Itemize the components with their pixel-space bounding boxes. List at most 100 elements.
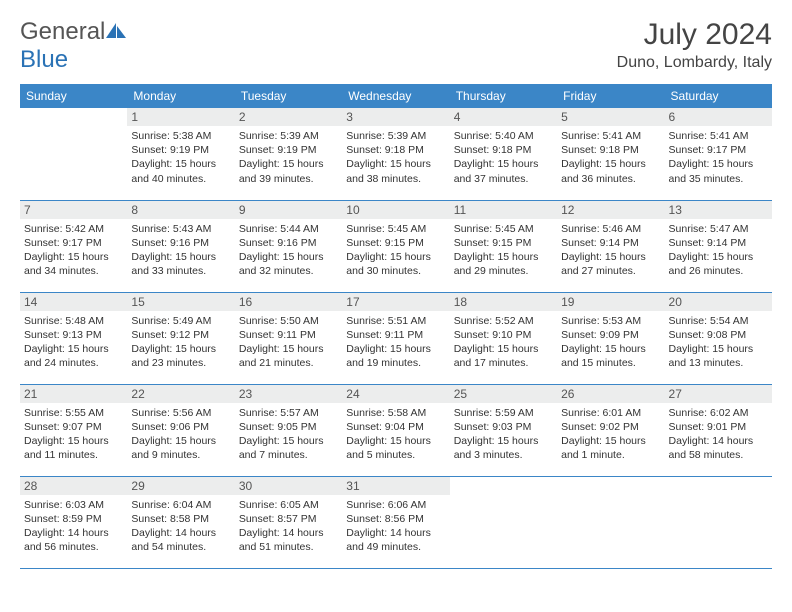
month-title: July 2024 bbox=[617, 18, 772, 52]
day-number: 22 bbox=[127, 385, 234, 403]
daylight-text: Daylight: 15 hours and 3 minutes. bbox=[454, 434, 553, 462]
sunrise-text: Sunrise: 5:39 AM bbox=[346, 129, 445, 143]
day-number: 1 bbox=[127, 108, 234, 126]
weekday-header: Saturday bbox=[665, 84, 772, 108]
day-number: 20 bbox=[665, 293, 772, 311]
calendar-day-cell: 24Sunrise: 5:58 AMSunset: 9:04 PMDayligh… bbox=[342, 384, 449, 476]
calendar-day-cell: 12Sunrise: 5:46 AMSunset: 9:14 PMDayligh… bbox=[557, 200, 664, 292]
sunset-text: Sunset: 9:13 PM bbox=[24, 328, 123, 342]
calendar-day-cell: 10Sunrise: 5:45 AMSunset: 9:15 PMDayligh… bbox=[342, 200, 449, 292]
sunrise-text: Sunrise: 5:44 AM bbox=[239, 222, 338, 236]
day-number: 2 bbox=[235, 108, 342, 126]
calendar-day-cell: 3Sunrise: 5:39 AMSunset: 9:18 PMDaylight… bbox=[342, 108, 449, 200]
logo: General Blue bbox=[20, 18, 127, 74]
logo-text-blue: Blue bbox=[20, 46, 68, 73]
sunrise-text: Sunrise: 5:49 AM bbox=[131, 314, 230, 328]
calendar-day-cell: 14Sunrise: 5:48 AMSunset: 9:13 PMDayligh… bbox=[20, 292, 127, 384]
sunrise-text: Sunrise: 5:50 AM bbox=[239, 314, 338, 328]
daylight-text: Daylight: 15 hours and 17 minutes. bbox=[454, 342, 553, 370]
calendar-day-cell: 25Sunrise: 5:59 AMSunset: 9:03 PMDayligh… bbox=[450, 384, 557, 476]
weekday-header: Monday bbox=[127, 84, 234, 108]
sunrise-text: Sunrise: 5:40 AM bbox=[454, 129, 553, 143]
calendar-day-cell bbox=[20, 108, 127, 200]
day-number: 18 bbox=[450, 293, 557, 311]
calendar-day-cell: 13Sunrise: 5:47 AMSunset: 9:14 PMDayligh… bbox=[665, 200, 772, 292]
calendar-day-cell: 18Sunrise: 5:52 AMSunset: 9:10 PMDayligh… bbox=[450, 292, 557, 384]
sunset-text: Sunset: 9:03 PM bbox=[454, 420, 553, 434]
day-number: 19 bbox=[557, 293, 664, 311]
day-number: 15 bbox=[127, 293, 234, 311]
sunrise-text: Sunrise: 5:46 AM bbox=[561, 222, 660, 236]
daylight-text: Daylight: 14 hours and 49 minutes. bbox=[346, 526, 445, 554]
calendar-table: Sunday Monday Tuesday Wednesday Thursday… bbox=[20, 84, 772, 569]
calendar-day-cell: 22Sunrise: 5:56 AMSunset: 9:06 PMDayligh… bbox=[127, 384, 234, 476]
daylight-text: Daylight: 15 hours and 1 minute. bbox=[561, 434, 660, 462]
sunrise-text: Sunrise: 5:39 AM bbox=[239, 129, 338, 143]
daylight-text: Daylight: 15 hours and 11 minutes. bbox=[24, 434, 123, 462]
logo-text-general: General bbox=[20, 18, 105, 45]
calendar-day-cell: 6Sunrise: 5:41 AMSunset: 9:17 PMDaylight… bbox=[665, 108, 772, 200]
day-number: 7 bbox=[20, 201, 127, 219]
day-number: 3 bbox=[342, 108, 449, 126]
sunrise-text: Sunrise: 6:05 AM bbox=[239, 498, 338, 512]
daylight-text: Daylight: 14 hours and 56 minutes. bbox=[24, 526, 123, 554]
day-number: 13 bbox=[665, 201, 772, 219]
day-number: 9 bbox=[235, 201, 342, 219]
daylight-text: Daylight: 15 hours and 38 minutes. bbox=[346, 157, 445, 185]
calendar-day-cell: 31Sunrise: 6:06 AMSunset: 8:56 PMDayligh… bbox=[342, 476, 449, 568]
sunrise-text: Sunrise: 5:38 AM bbox=[131, 129, 230, 143]
weekday-header: Wednesday bbox=[342, 84, 449, 108]
daylight-text: Daylight: 14 hours and 58 minutes. bbox=[669, 434, 768, 462]
daylight-text: Daylight: 14 hours and 51 minutes. bbox=[239, 526, 338, 554]
day-number: 29 bbox=[127, 477, 234, 495]
weekday-header: Sunday bbox=[20, 84, 127, 108]
daylight-text: Daylight: 15 hours and 35 minutes. bbox=[669, 157, 768, 185]
day-number: 17 bbox=[342, 293, 449, 311]
daylight-text: Daylight: 15 hours and 19 minutes. bbox=[346, 342, 445, 370]
sunset-text: Sunset: 9:19 PM bbox=[239, 143, 338, 157]
sunset-text: Sunset: 9:15 PM bbox=[454, 236, 553, 250]
calendar-week-row: 14Sunrise: 5:48 AMSunset: 9:13 PMDayligh… bbox=[20, 292, 772, 384]
day-number: 27 bbox=[665, 385, 772, 403]
calendar-day-cell: 20Sunrise: 5:54 AMSunset: 9:08 PMDayligh… bbox=[665, 292, 772, 384]
sunset-text: Sunset: 8:56 PM bbox=[346, 512, 445, 526]
day-number: 30 bbox=[235, 477, 342, 495]
calendar-week-row: 21Sunrise: 5:55 AMSunset: 9:07 PMDayligh… bbox=[20, 384, 772, 476]
weekday-header: Thursday bbox=[450, 84, 557, 108]
calendar-day-cell bbox=[450, 476, 557, 568]
day-number: 11 bbox=[450, 201, 557, 219]
sunset-text: Sunset: 9:16 PM bbox=[239, 236, 338, 250]
daylight-text: Daylight: 15 hours and 23 minutes. bbox=[131, 342, 230, 370]
day-number: 26 bbox=[557, 385, 664, 403]
day-number: 12 bbox=[557, 201, 664, 219]
sunrise-text: Sunrise: 5:42 AM bbox=[24, 222, 123, 236]
location: Duno, Lombardy, Italy bbox=[617, 54, 772, 72]
sunrise-text: Sunrise: 5:48 AM bbox=[24, 314, 123, 328]
sunset-text: Sunset: 9:06 PM bbox=[131, 420, 230, 434]
header: General Blue July 2024 Duno, Lombardy, I… bbox=[20, 18, 772, 74]
calendar-day-cell: 9Sunrise: 5:44 AMSunset: 9:16 PMDaylight… bbox=[235, 200, 342, 292]
sunrise-text: Sunrise: 6:01 AM bbox=[561, 406, 660, 420]
sunset-text: Sunset: 9:04 PM bbox=[346, 420, 445, 434]
daylight-text: Daylight: 15 hours and 7 minutes. bbox=[239, 434, 338, 462]
daylight-text: Daylight: 15 hours and 5 minutes. bbox=[346, 434, 445, 462]
daylight-text: Daylight: 15 hours and 40 minutes. bbox=[131, 157, 230, 185]
sunset-text: Sunset: 8:59 PM bbox=[24, 512, 123, 526]
calendar-week-row: 1Sunrise: 5:38 AMSunset: 9:19 PMDaylight… bbox=[20, 108, 772, 200]
daylight-text: Daylight: 15 hours and 27 minutes. bbox=[561, 250, 660, 278]
daylight-text: Daylight: 15 hours and 33 minutes. bbox=[131, 250, 230, 278]
sunrise-text: Sunrise: 6:03 AM bbox=[24, 498, 123, 512]
sunset-text: Sunset: 9:14 PM bbox=[669, 236, 768, 250]
sunset-text: Sunset: 9:10 PM bbox=[454, 328, 553, 342]
sunset-text: Sunset: 9:19 PM bbox=[131, 143, 230, 157]
sunset-text: Sunset: 9:16 PM bbox=[131, 236, 230, 250]
day-number: 31 bbox=[342, 477, 449, 495]
calendar-day-cell: 16Sunrise: 5:50 AMSunset: 9:11 PMDayligh… bbox=[235, 292, 342, 384]
sunrise-text: Sunrise: 5:51 AM bbox=[346, 314, 445, 328]
calendar-day-cell: 4Sunrise: 5:40 AMSunset: 9:18 PMDaylight… bbox=[450, 108, 557, 200]
calendar-day-cell: 21Sunrise: 5:55 AMSunset: 9:07 PMDayligh… bbox=[20, 384, 127, 476]
calendar-day-cell: 29Sunrise: 6:04 AMSunset: 8:58 PMDayligh… bbox=[127, 476, 234, 568]
calendar-day-cell: 30Sunrise: 6:05 AMSunset: 8:57 PMDayligh… bbox=[235, 476, 342, 568]
sunset-text: Sunset: 9:18 PM bbox=[454, 143, 553, 157]
sunrise-text: Sunrise: 5:43 AM bbox=[131, 222, 230, 236]
